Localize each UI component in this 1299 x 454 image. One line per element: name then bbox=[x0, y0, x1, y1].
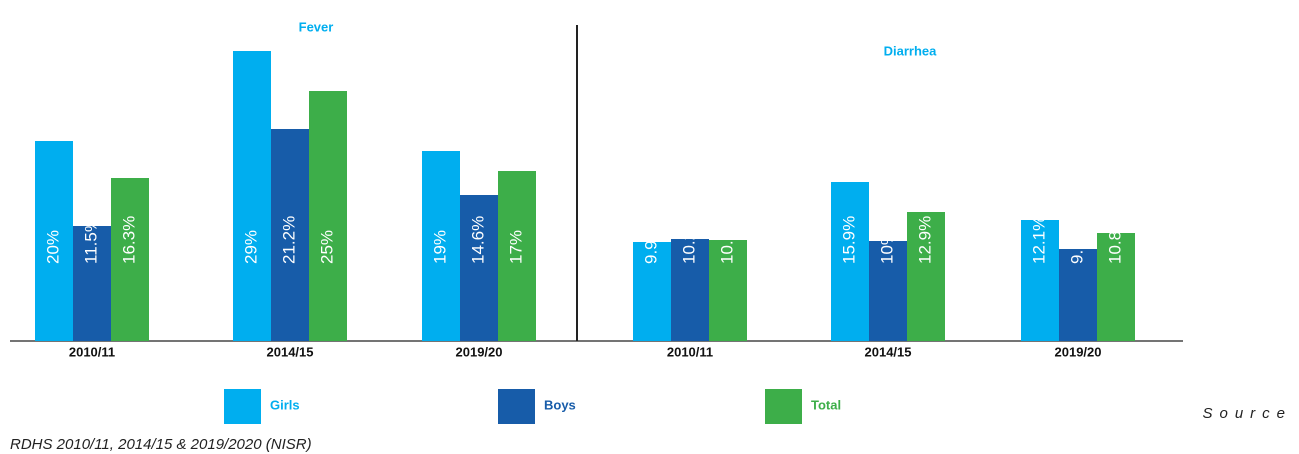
value-label: 16.3% bbox=[119, 216, 138, 264]
value-label: 25% bbox=[317, 230, 336, 264]
bar bbox=[271, 129, 309, 341]
value-label: 10.8% bbox=[1105, 216, 1124, 264]
x-tick-label: 2010/11 bbox=[69, 344, 115, 359]
source-text: RDHS 2010/11, 2014/15 & 2019/2020 (NISR) bbox=[10, 436, 312, 453]
legend-swatch bbox=[224, 389, 261, 424]
bar bbox=[460, 195, 498, 341]
value-label: 21.2% bbox=[279, 216, 298, 264]
legend-swatch bbox=[765, 389, 802, 424]
bar bbox=[498, 171, 536, 341]
value-label: 9.9% bbox=[641, 225, 660, 264]
bar bbox=[73, 226, 111, 341]
value-label: 10% bbox=[877, 230, 896, 264]
bar bbox=[1097, 233, 1135, 341]
value-label: 10.2% bbox=[679, 216, 698, 264]
value-label: 9.2% bbox=[1067, 225, 1086, 264]
legend-label: Boys bbox=[544, 397, 576, 412]
bar bbox=[671, 239, 709, 341]
x-tick-label: 2019/20 bbox=[1055, 344, 1102, 359]
x-tick-label: 2014/15 bbox=[267, 344, 314, 359]
bar bbox=[907, 212, 945, 341]
value-label: 14.6% bbox=[468, 216, 487, 264]
panel-title: Fever bbox=[299, 19, 334, 34]
value-label: 17% bbox=[506, 230, 525, 264]
bar bbox=[1021, 220, 1059, 341]
bar bbox=[709, 240, 747, 341]
x-tick-label: 2014/15 bbox=[865, 344, 912, 359]
bar bbox=[633, 242, 671, 341]
value-label: 19% bbox=[430, 230, 449, 264]
x-tick-label: 2010/11 bbox=[667, 344, 713, 359]
bar bbox=[869, 241, 907, 341]
value-label: 20% bbox=[43, 230, 62, 264]
bar bbox=[111, 178, 149, 341]
legend-label: Girls bbox=[270, 397, 300, 412]
bar bbox=[233, 51, 271, 341]
bar bbox=[309, 91, 347, 341]
bar bbox=[1059, 249, 1097, 341]
legend-swatch bbox=[498, 389, 535, 424]
bar bbox=[35, 141, 73, 341]
value-label: 15.9% bbox=[839, 216, 858, 264]
value-label: 10.1% bbox=[717, 216, 736, 264]
source-label: Source bbox=[1202, 405, 1292, 422]
value-label: 12.1% bbox=[1029, 216, 1048, 264]
x-tick-label: 2019/20 bbox=[456, 344, 503, 359]
panel-title: Diarrhea bbox=[884, 43, 938, 58]
bar bbox=[422, 151, 460, 341]
bar bbox=[831, 182, 869, 341]
value-label: 29% bbox=[241, 230, 260, 264]
value-label: 12.9% bbox=[915, 216, 934, 264]
legend-label: Total bbox=[811, 397, 841, 412]
value-label: 11.5% bbox=[81, 217, 100, 264]
